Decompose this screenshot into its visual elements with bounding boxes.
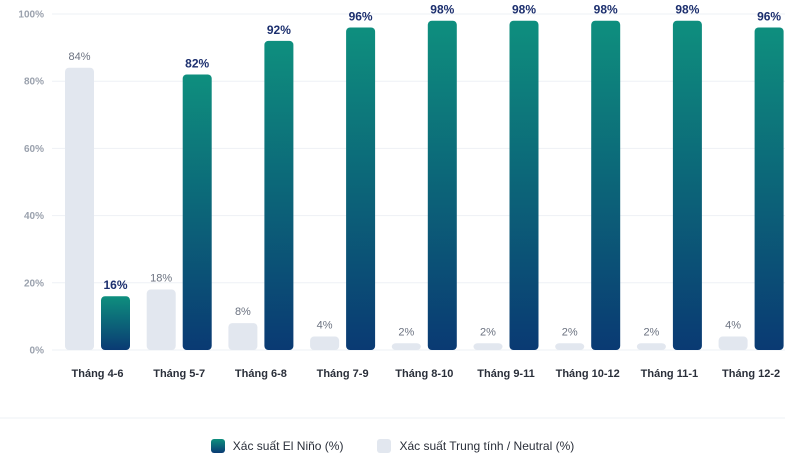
data-labels: 84% 16% 18% 82% 8% 92% 4% 96% 2% 98% 2% 98% 2% 98% 2% 9… [68,3,781,339]
x-category-label: Tháng 5-7 [153,368,205,380]
data-label-el-nino: 98% [594,3,618,17]
x-category-label: Tháng 10-12 [556,368,620,380]
bar-el-nino [264,40,294,350]
bar-el-nino [427,20,457,350]
x-axis: Tháng 4-6 Tháng 5-7 Tháng 6-8 Tháng 7-9 Thán… [72,368,781,380]
legend-item-el-nino[interactable]: Xác suất El Niño (%) [210,439,344,453]
data-label-neutral: 2% [480,326,496,338]
bar-neutral [65,67,94,350]
data-label-neutral: 84% [68,51,90,63]
bar-el-nino [346,27,376,350]
bar-neutral [636,343,666,350]
bar-el-nino [672,20,702,350]
bar-neutral [718,336,748,350]
data-label-el-nino: 92% [267,23,291,37]
bar-neutral [228,323,258,350]
y-tick-label: 40% [24,211,44,222]
x-category-label: Tháng 9-11 [477,368,534,380]
data-label-neutral: 2% [643,326,659,338]
bar-el-nino [754,27,784,350]
data-label-el-nino: 16% [103,278,127,292]
bars [65,20,784,350]
legend-item-neutral[interactable]: Xác suất Trung tính / Neutral (%) [377,439,574,453]
bar-el-nino [591,20,621,350]
data-label-neutral: 2% [562,326,578,338]
legend-swatch-neutral [377,439,392,453]
legend-label-neutral: Xác suất Trung tính / Neutral (%) [399,439,575,453]
x-category-label: Tháng 8-10 [395,368,453,380]
data-label-neutral: 4% [725,320,741,332]
data-label-el-nino: 98% [512,3,536,17]
bar-neutral [555,343,585,350]
grid-lines [52,13,785,351]
bar-neutral [310,336,340,350]
bar-neutral [391,343,421,350]
data-label-neutral: 8% [235,306,251,318]
bar-neutral [473,343,503,350]
data-label-el-nino: 82% [185,56,209,70]
x-category-label: Tháng 11-1 [641,368,698,380]
data-label-neutral: 2% [398,326,414,338]
data-label-el-nino: 96% [757,9,781,23]
legend: Xác suất El Niño (%) Xác suất Trung tính… [0,434,785,458]
bar-el-nino [509,20,539,350]
x-category-label: Tháng 6-8 [235,368,287,380]
bar-el-nino [101,296,130,350]
data-label-el-nino: 98% [430,3,454,17]
y-tick-label: 20% [24,278,44,289]
x-category-label: Tháng 7-9 [317,368,369,380]
bar-neutral [146,289,176,350]
y-tick-label: 60% [24,144,44,155]
legend-label-el-nino: Xác suất El Niño (%) [232,439,344,453]
bar-el-nino [182,74,212,350]
y-tick-label: 80% [24,77,44,88]
y-tick-label: 100% [18,10,44,21]
data-label-el-nino: 98% [675,3,699,17]
x-category-label: Tháng 4-6 [72,368,124,380]
y-axis: 0% 20% 40% 60% 80% 100% [18,10,44,357]
bar-chart: 0% 20% 40% 60% 80% 100% 84% 16% 18% 82% 8% 92% 4% 96… [0,3,785,419]
data-label-neutral: 18% [150,273,172,285]
y-tick-label: 0% [30,346,45,357]
data-label-neutral: 4% [317,320,333,332]
data-label-el-nino: 96% [349,9,373,23]
x-category-label: Tháng 12-2 [722,368,780,380]
legend-swatch-el-nino [210,439,225,453]
